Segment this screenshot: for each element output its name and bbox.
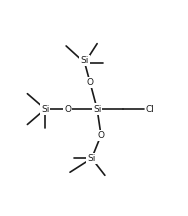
Text: Si: Si [87, 154, 96, 163]
Text: O: O [64, 105, 71, 114]
Text: Si: Si [41, 105, 49, 114]
Text: O: O [87, 78, 94, 87]
Text: Si: Si [93, 105, 101, 114]
Text: Si: Si [80, 56, 89, 65]
Text: O: O [98, 131, 105, 140]
Text: Cl: Cl [146, 105, 155, 114]
